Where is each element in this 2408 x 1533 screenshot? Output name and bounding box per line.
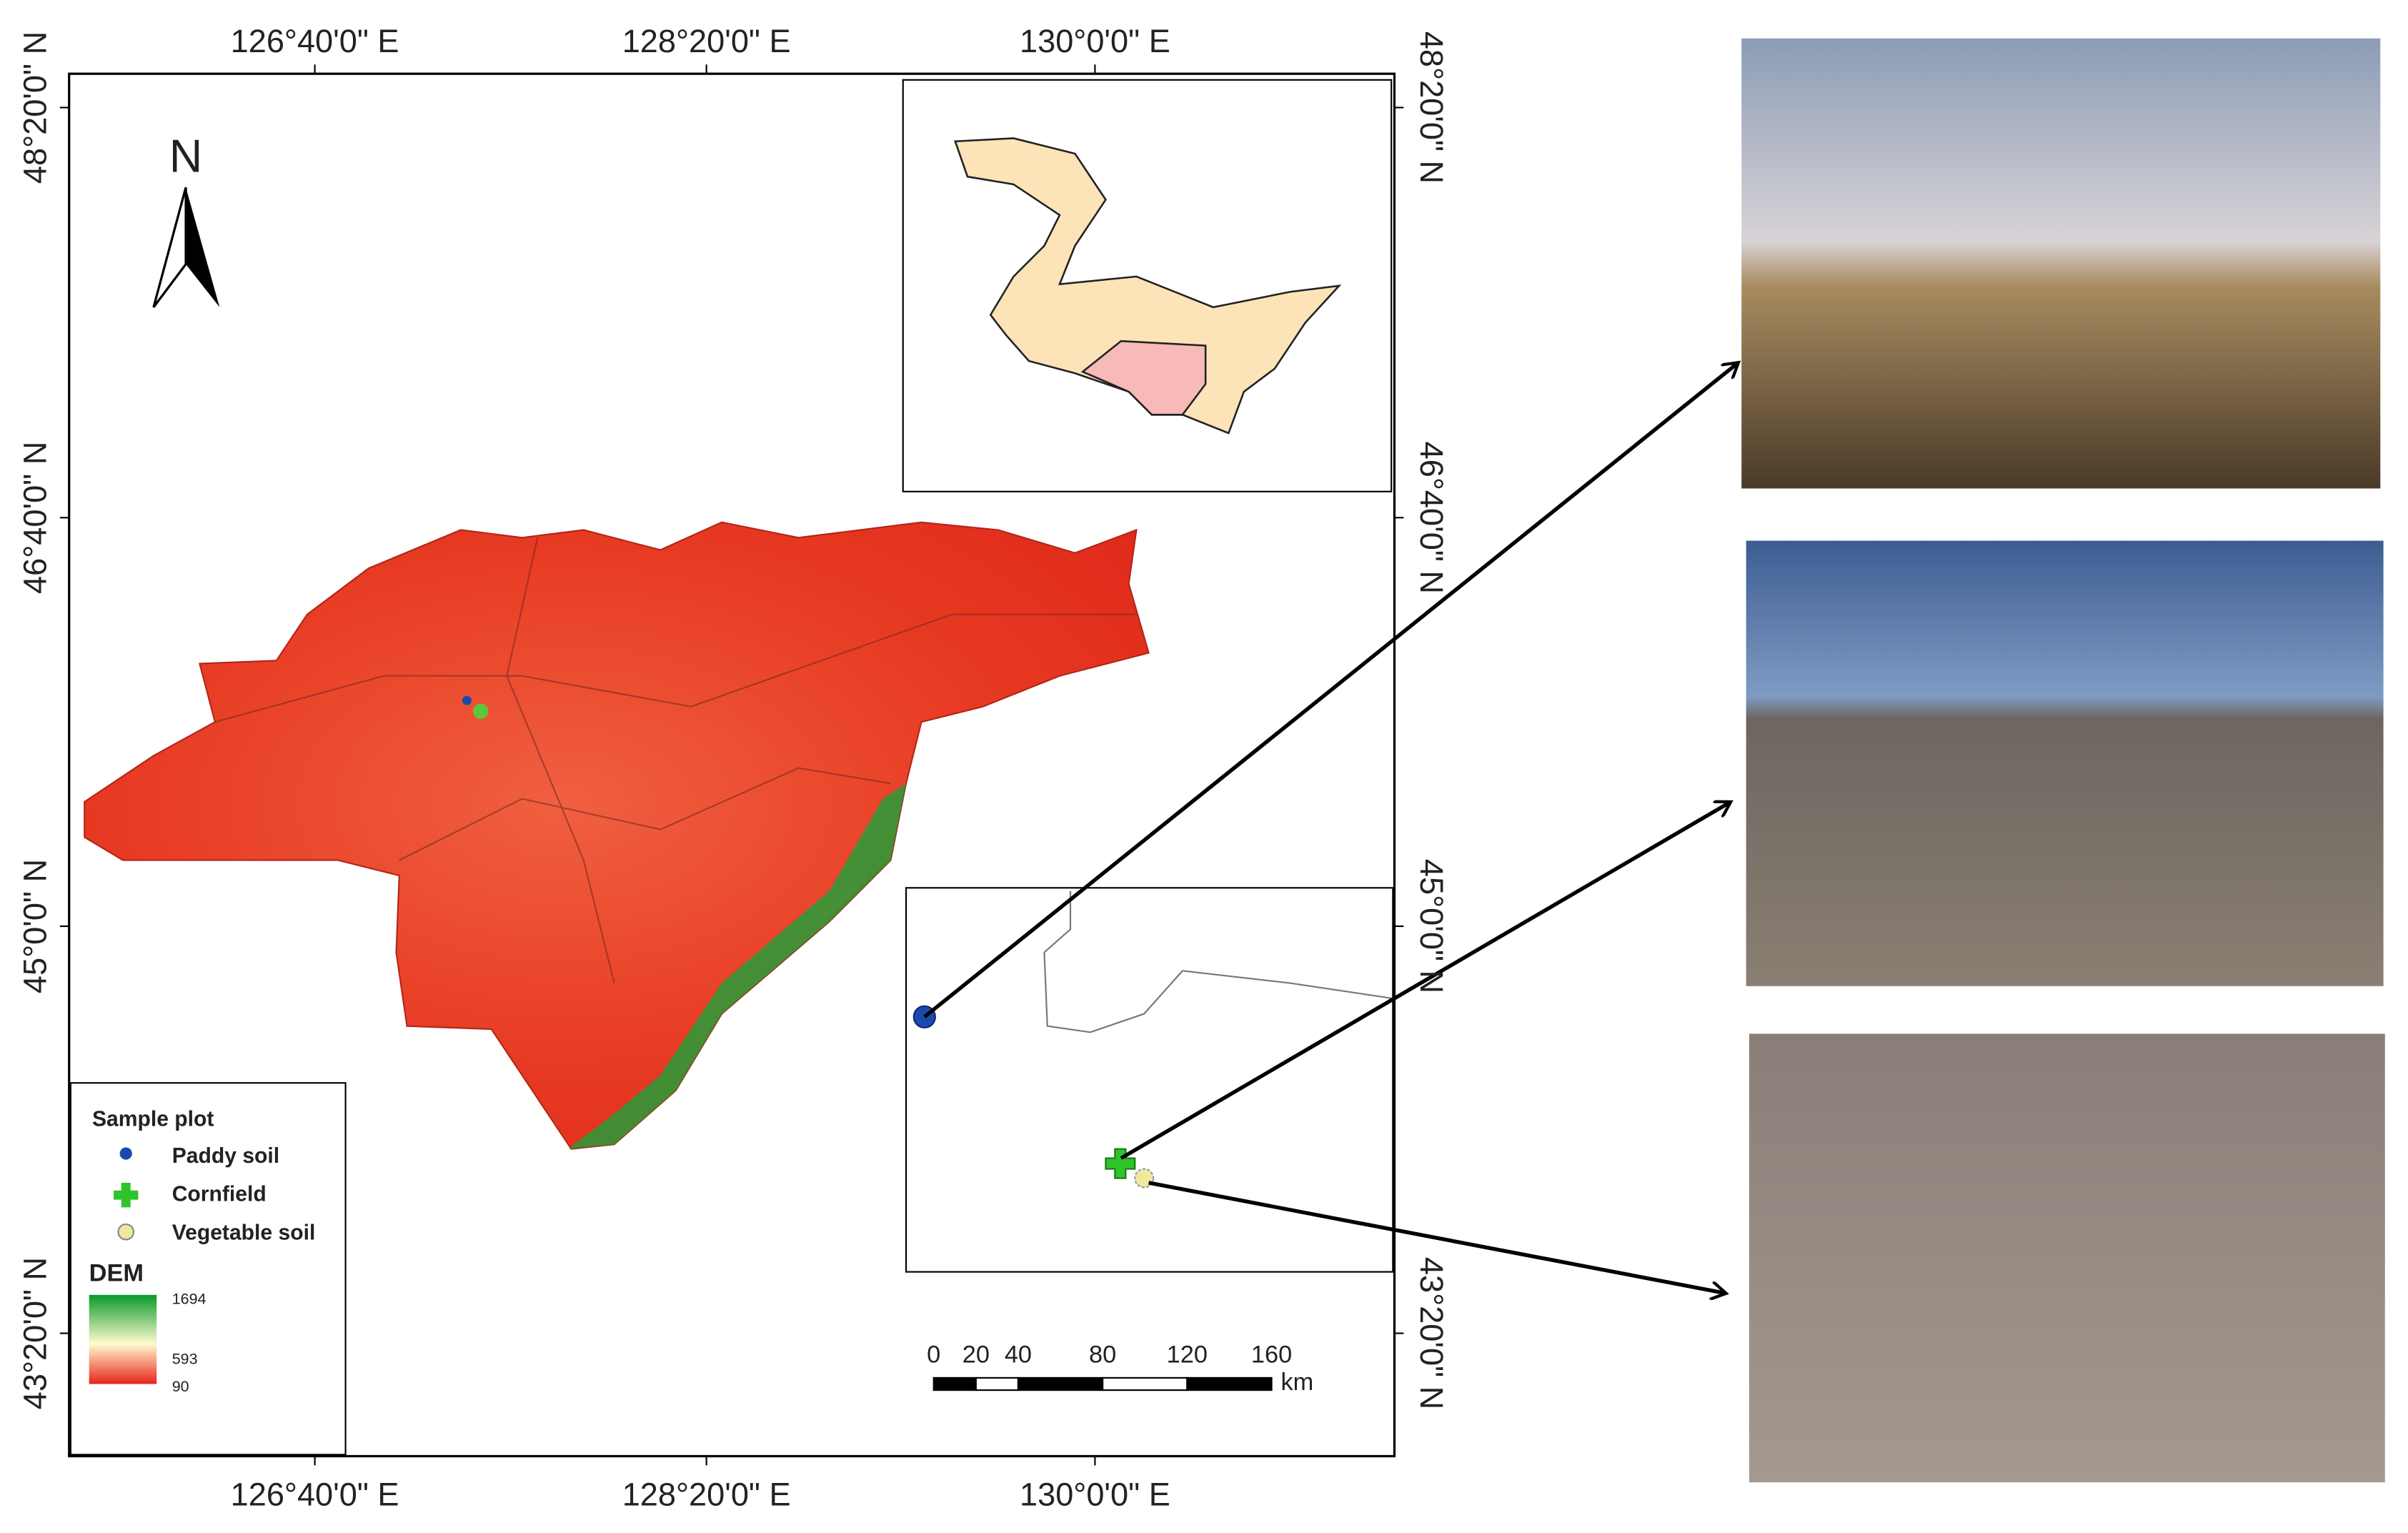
scale-segment <box>1186 1376 1273 1391</box>
dem-min: 90 <box>172 1378 189 1395</box>
corn-site <box>1105 1148 1136 1179</box>
legend-item: Paddy soil <box>172 1144 279 1168</box>
legend-item: Cornfield <box>172 1183 267 1206</box>
bottom-label: 130°0'0" E <box>1020 1476 1170 1512</box>
scale-label: 20 <box>962 1341 990 1368</box>
dem-title: DEM <box>89 1259 144 1286</box>
legend-paddy-symbol <box>119 1147 132 1160</box>
boundaries <box>214 537 1137 983</box>
left-label: 45°0'0" N <box>16 859 53 993</box>
left-label: 48°20'0" N <box>16 31 53 184</box>
scale-label: 0 <box>927 1341 940 1368</box>
top-label: 128°20'0" E <box>622 23 791 59</box>
inset-river <box>1043 890 1393 1033</box>
scale-segment <box>932 1376 977 1391</box>
right-label: 43°20'0" N <box>1413 1257 1450 1409</box>
paddy-point <box>462 695 472 705</box>
arrow-paddy <box>923 362 1738 1018</box>
province <box>954 137 1342 435</box>
top-label: 130°0'0" E <box>1020 23 1170 59</box>
scale-segment <box>1102 1376 1188 1391</box>
arrow-corn <box>1120 802 1731 1160</box>
dem-mid: 593 <box>172 1351 198 1368</box>
legend-item: Vegetable soil <box>172 1221 316 1244</box>
scale-segment <box>975 1376 1020 1391</box>
scale-unit: km <box>1280 1369 1313 1396</box>
photo-paddy <box>1741 38 2381 489</box>
corn-point <box>472 703 489 719</box>
right-label: 46°40'0" N <box>1413 442 1450 594</box>
bottom-label: 126°40'0" E <box>231 1476 399 1512</box>
scale-label: 160 <box>1251 1341 1292 1368</box>
scale-label: 120 <box>1167 1341 1208 1368</box>
left-label: 46°40'0" N <box>16 442 53 594</box>
legend-corn-symbol <box>114 1182 139 1208</box>
photo-cornfield <box>1746 540 2384 986</box>
left-label: 43°20'0" N <box>16 1257 53 1409</box>
study-area <box>84 521 1150 1150</box>
province-study-area <box>1080 339 1207 416</box>
legend-title: Sample plot <box>92 1107 214 1131</box>
dem-ramp <box>89 1294 157 1384</box>
coordinate-labels: 126°40'0" E 128°20'0" E 130°0'0" E 126°40'0… <box>16 23 1450 1512</box>
north-label: N <box>169 131 203 182</box>
inset-sites <box>905 887 1394 1273</box>
scale-label: 80 <box>1089 1341 1116 1368</box>
legend-box <box>69 1082 347 1456</box>
top-label: 126°40'0" E <box>231 23 399 59</box>
highland <box>568 783 907 1149</box>
right-label: 45°0'0" N <box>1413 859 1450 993</box>
legend-vegetable-symbol <box>117 1223 135 1241</box>
photo-vegetable <box>1748 1033 2385 1483</box>
right-label: 48°20'0" N <box>1413 31 1450 184</box>
arrow-vegetable <box>1148 1181 1726 1294</box>
scale-label: 40 <box>1005 1341 1032 1368</box>
bottom-label: 128°20'0" E <box>622 1476 791 1512</box>
scale-segment <box>1017 1376 1104 1391</box>
dem-max: 1694 <box>172 1291 207 1308</box>
